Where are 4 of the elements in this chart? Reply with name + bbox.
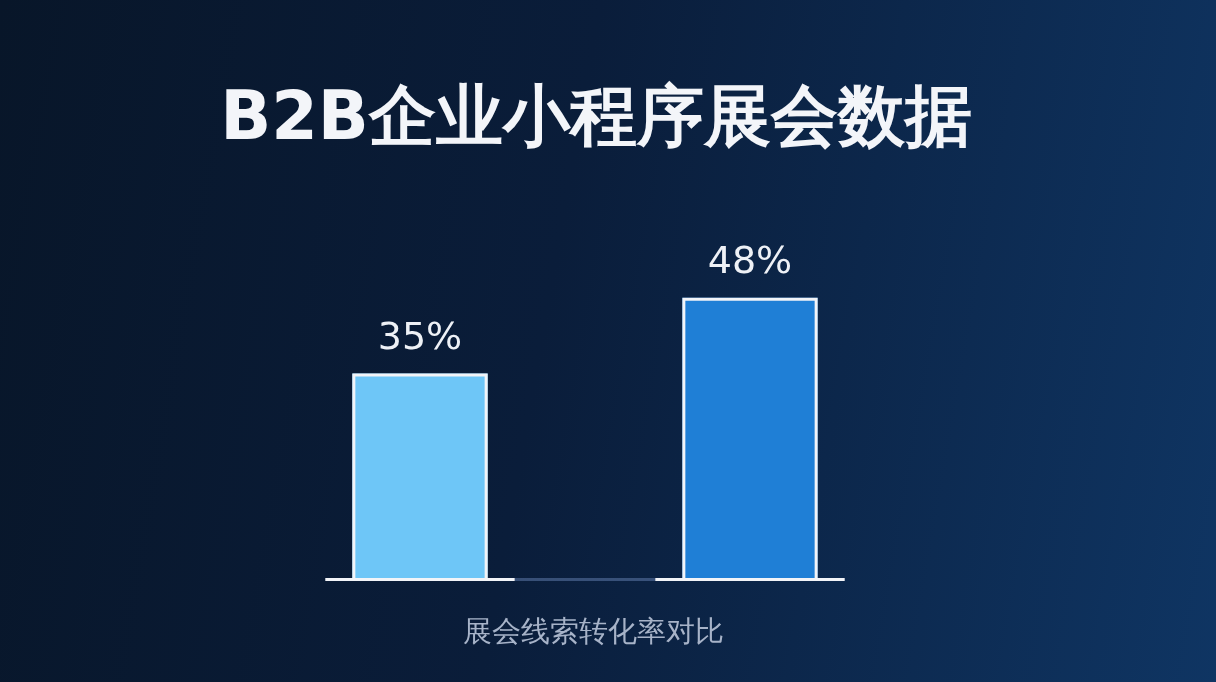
data-label: 48% <box>707 237 793 282</box>
x-axis-title: 展会线索转化率对比 <box>462 613 724 648</box>
data-label: 35% <box>377 313 463 358</box>
chart-title: B2B企业小程序展会数据 <box>220 77 972 155</box>
